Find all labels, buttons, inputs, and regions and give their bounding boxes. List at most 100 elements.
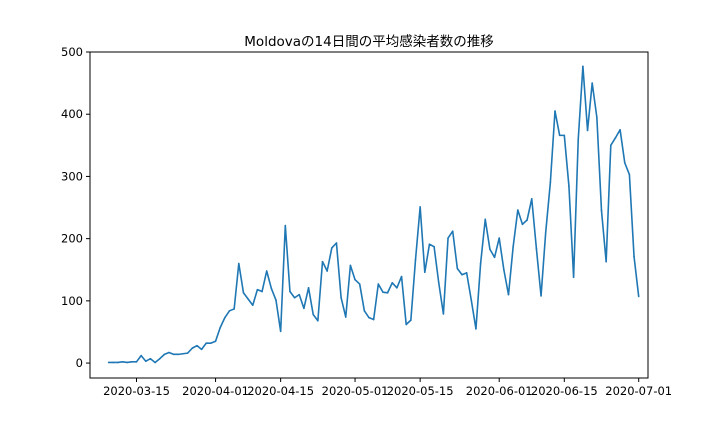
data-point: [279, 330, 282, 333]
data-point: [451, 230, 454, 232]
data-point: [517, 209, 519, 211]
data-point: [637, 295, 640, 298]
data-point: [214, 340, 217, 343]
data-point: [131, 361, 133, 363]
data-point: [447, 237, 449, 239]
data-point: [558, 134, 561, 137]
data-point: [331, 247, 333, 249]
data-point: [591, 82, 593, 84]
data-point: [475, 328, 477, 330]
data-point: [619, 128, 621, 131]
data-point: [219, 326, 221, 329]
data-point: [400, 275, 403, 278]
data-point: [586, 129, 589, 132]
data-point: [326, 270, 328, 272]
data-point: [210, 342, 212, 344]
data-point: [493, 256, 496, 259]
data-point: [112, 361, 115, 364]
data-point: [205, 342, 208, 344]
data-point: [600, 209, 603, 212]
data-point: [358, 283, 361, 285]
data-point: [465, 272, 468, 274]
data-point: [521, 223, 524, 226]
data-point: [530, 198, 533, 200]
data-point: [424, 271, 426, 274]
data-point: [256, 288, 259, 291]
data-point: [540, 295, 542, 297]
data-point: [498, 237, 501, 239]
x-tick-label: 2020-03-15: [103, 384, 170, 398]
x-tick-label: 2020-05-15: [387, 384, 454, 398]
data-point: [554, 110, 556, 112]
data-point: [265, 270, 268, 272]
data-point: [200, 348, 203, 351]
data-point: [433, 245, 435, 248]
y-tick-label: 0: [76, 356, 83, 370]
y-axis: 0 100 200 300 400 500: [61, 45, 90, 370]
data-point: [238, 262, 240, 265]
y-tick-label: 500: [61, 45, 83, 59]
x-tick-label: 2020-05-01: [322, 384, 389, 398]
data-point: [577, 138, 580, 140]
data-point: [335, 242, 338, 244]
data-point: [196, 344, 198, 347]
data-point: [242, 291, 245, 294]
data-point: [484, 218, 487, 221]
data-point: [270, 287, 273, 290]
data-point: [149, 357, 152, 360]
data-point: [251, 304, 254, 307]
x-tick-label: 2020-06-15: [531, 384, 598, 398]
data-point: [321, 260, 324, 263]
data-point: [307, 286, 310, 289]
data-point: [354, 278, 356, 281]
data-point: [512, 245, 514, 248]
data-point: [470, 299, 473, 302]
y-tick-label: 400: [61, 107, 83, 121]
data-point: [340, 296, 342, 299]
data-point: [117, 361, 119, 364]
data-point: [507, 293, 510, 296]
data-point: [372, 318, 375, 321]
data-point: [572, 276, 575, 279]
data-point: [289, 290, 291, 293]
data-point: [628, 173, 631, 176]
chart-title: Moldovaの14日間の平均感染者数の推移: [244, 33, 493, 50]
data-point: [224, 316, 226, 319]
data-point: [419, 206, 421, 208]
data-point: [158, 357, 161, 360]
data-point: [489, 248, 491, 251]
data-point: [563, 134, 566, 137]
data-point: [126, 361, 128, 364]
data-point: [177, 353, 180, 356]
data-point: [610, 144, 612, 147]
data-point: [107, 361, 110, 364]
x-tick-label: 2020-04-15: [247, 384, 314, 398]
data-point: [535, 247, 538, 250]
data-point: [414, 258, 417, 261]
data-point: [456, 267, 459, 270]
data-point: [317, 319, 319, 322]
data-point: [182, 352, 184, 355]
plot-area: [89, 51, 649, 379]
data-point: [442, 313, 445, 315]
data-point: [233, 308, 235, 310]
data-point: [503, 268, 505, 271]
data-point: [526, 219, 528, 221]
data-point: [228, 310, 231, 312]
data-point: [377, 283, 380, 285]
data-point: [275, 299, 277, 302]
data-point: [298, 293, 301, 296]
data-point: [172, 353, 175, 356]
x-tick-label: 2020-06-01: [466, 384, 533, 398]
data-point: [623, 161, 626, 164]
data-point: [135, 361, 138, 363]
data-point: [428, 243, 431, 246]
data-point: [568, 185, 570, 188]
data-point: [284, 224, 287, 227]
data-point: [479, 262, 482, 265]
data-point: [344, 316, 347, 318]
x-tick-label: 2020-04-01: [182, 384, 249, 398]
x-tick-label: 2020-07-01: [605, 384, 672, 398]
data-point: [145, 360, 147, 363]
